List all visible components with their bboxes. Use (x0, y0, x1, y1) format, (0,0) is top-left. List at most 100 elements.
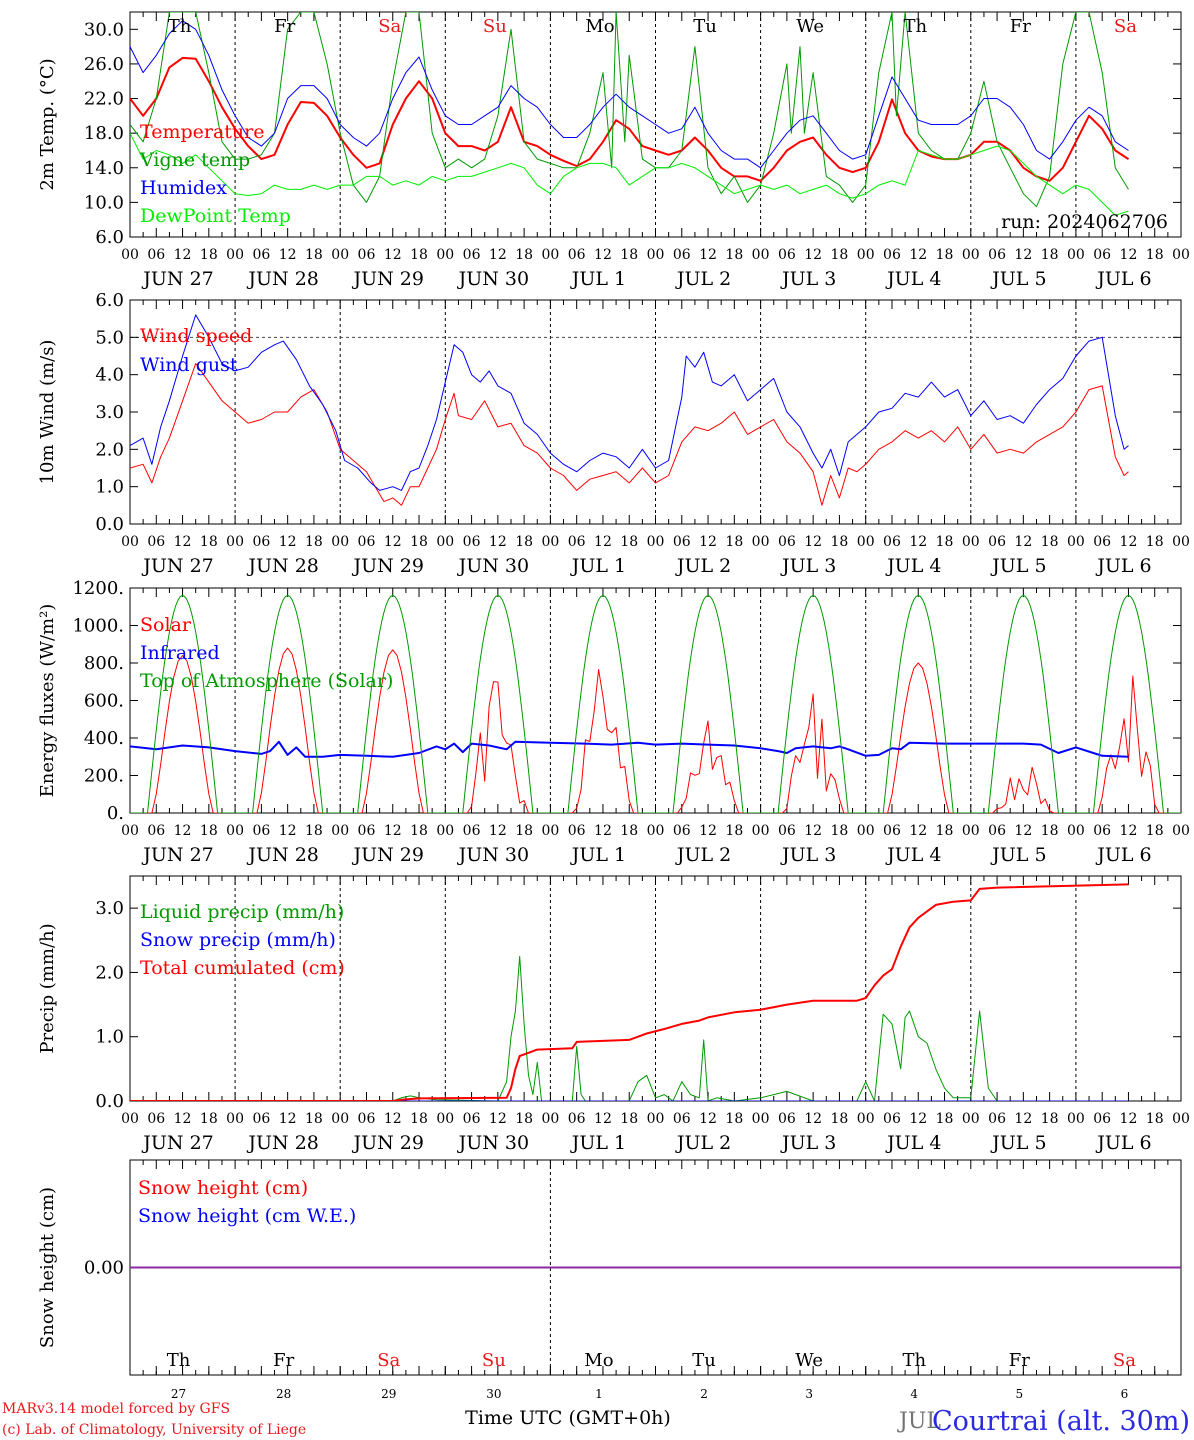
hour-tick-label: 00 (1067, 1111, 1085, 1127)
hour-tick-label: 00 (962, 1111, 980, 1127)
hour-tick-label: 06 (778, 823, 796, 839)
panel-wind: 0.0 1.0 2.0 3.0 4.0 5.0 6.0 10m Wind (m/s) 00 06 1… (37, 290, 1190, 577)
date-label: JUN 27 (141, 555, 213, 577)
date-label: JUN 29 (352, 268, 424, 290)
hour-tick-label: 12 (384, 534, 402, 550)
y-tick-label: 200. (84, 766, 124, 787)
hour-tick-label: 18 (1041, 247, 1059, 263)
hour-tick-label: 00 (647, 247, 665, 263)
hour-tick-label: 06 (147, 823, 165, 839)
hour-tick-label: 00 (541, 534, 559, 550)
legend-entry: Top of Atmosphere (Solar) (140, 670, 393, 692)
date-label: JUN 28 (246, 1132, 318, 1154)
legend-entry: Snow height (cm) (138, 1177, 308, 1199)
hour-tick-label: 00 (331, 1111, 349, 1127)
hour-tick-label: 00 (647, 823, 665, 839)
day-name-label: Th (902, 1350, 926, 1371)
hour-tick-label: 00 (121, 534, 139, 550)
hour-tick-label: 06 (988, 534, 1006, 550)
series-line-wind-1 (130, 314, 1129, 491)
hour-tick-label: 12 (909, 534, 927, 550)
hour-tick-label: 18 (831, 823, 849, 839)
hour-tick-label: 18 (725, 534, 743, 550)
panel-frame (129, 587, 1182, 814)
location-label: Courtrai (alt. 30m) (932, 1406, 1190, 1437)
hour-tick-label: 00 (752, 823, 770, 839)
date-label: JUN 30 (457, 268, 529, 290)
hour-tick-label: 12 (489, 247, 507, 263)
day-name-label: Tu (692, 1350, 716, 1371)
y-tick-label: 600. (84, 691, 124, 712)
y-tick-label: 6.0 (95, 290, 124, 311)
day-name-label: Su (483, 16, 507, 37)
plot-area (130, 314, 1129, 506)
hour-tick-label: 12 (804, 1111, 822, 1127)
hour-tick-label: 12 (1014, 1111, 1032, 1127)
y-tick-label: 800. (84, 653, 124, 674)
hour-tick-label: 00 (1172, 823, 1190, 839)
hour-tick-label: 18 (725, 823, 743, 839)
hour-tick-label: 12 (384, 247, 402, 263)
y-axis-label: 10m Wind (m/s) (37, 340, 58, 485)
hour-tick-label: 06 (252, 1111, 270, 1127)
hour-tick-label: 00 (1172, 247, 1190, 263)
hour-tick-label: 12 (804, 534, 822, 550)
hour-tick-label: 18 (200, 247, 218, 263)
y-tick-label: 22.0 (84, 89, 124, 110)
y-tick-label: 0. (107, 803, 124, 824)
hour-tick-label: 12 (489, 1111, 507, 1127)
date-label: JUL 2 (675, 1132, 731, 1154)
date-label: JUL 6 (1095, 555, 1151, 577)
y-tick-label: 10.0 (84, 192, 124, 213)
legend-entry: Temperature (140, 121, 264, 143)
hour-tick-label: 12 (279, 1111, 297, 1127)
date-label: JUL 1 (570, 844, 626, 866)
day-name-label: Fr (273, 1350, 294, 1371)
hour-tick-label: 18 (410, 1111, 428, 1127)
date-label: JUL 5 (990, 555, 1046, 577)
plot-area (130, 883, 1129, 1101)
hour-tick-label: 00 (331, 823, 349, 839)
run-label: run: 2024062706 (1001, 211, 1168, 233)
hour-tick-label: 00 (436, 823, 454, 839)
hour-tick-label: 06 (252, 823, 270, 839)
day-name-label: Th (168, 16, 192, 37)
date-label: JUN 29 (352, 555, 424, 577)
hour-tick-label: 06 (147, 534, 165, 550)
hour-tick-label: 00 (541, 1111, 559, 1127)
date-label: JUN 27 (141, 1132, 213, 1154)
legend-entry: Vigne temp (139, 149, 250, 171)
hour-tick-label: 00 (1172, 534, 1190, 550)
credit-line-1: MARv3.14 model forced by GFS (2, 1401, 230, 1417)
date-label: JUL 6 (1095, 268, 1151, 290)
hour-tick-label: 12 (594, 534, 612, 550)
day-number-label: 4 (910, 1387, 918, 1401)
hour-tick-label: 00 (857, 534, 875, 550)
hour-tick-label: 12 (489, 534, 507, 550)
day-name-label: We (796, 16, 824, 37)
y-tick-label: 0.0 (95, 514, 124, 535)
legend-entry: Liquid precip (mm/h) (140, 901, 344, 923)
hour-tick-label: 06 (988, 1111, 1006, 1127)
y-tick-label: 26.0 (84, 54, 124, 75)
hour-tick-label: 06 (252, 247, 270, 263)
y-tick-label: 3.0 (95, 402, 124, 423)
legend-entry: Snow height (cm W.E.) (138, 1205, 356, 1227)
hour-tick-label: 00 (962, 534, 980, 550)
hour-tick-label: 00 (121, 823, 139, 839)
hour-tick-label: 00 (436, 1111, 454, 1127)
hour-tick-label: 18 (1041, 823, 1059, 839)
series-line-temp-1 (130, 12, 1129, 208)
hour-tick-label: 18 (1041, 534, 1059, 550)
day-number-label: 6 (1121, 1387, 1129, 1401)
hour-tick-label: 06 (778, 1111, 796, 1127)
hour-tick-label: 00 (857, 823, 875, 839)
day-number-label: 29 (381, 1387, 396, 1401)
day-name-label: Su (482, 1350, 506, 1371)
hour-tick-label: 18 (200, 1111, 218, 1127)
x-axis-label: Time UTC (GMT+0h) (465, 1407, 671, 1429)
series-line-precip-0 (130, 955, 1129, 1101)
hour-tick-label: 18 (725, 247, 743, 263)
date-label: JUL 2 (675, 268, 731, 290)
